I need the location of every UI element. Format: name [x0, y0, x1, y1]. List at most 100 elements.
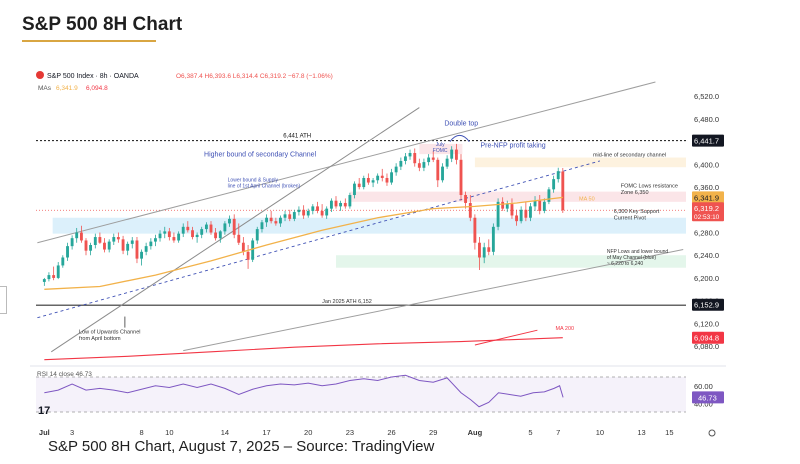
time-tick-label: 15 [665, 428, 673, 437]
price-zones [52, 143, 686, 268]
candle [487, 239, 491, 256]
candle [130, 237, 134, 249]
time-tick-label: 23 [346, 428, 354, 437]
candle [542, 198, 546, 214]
candle [371, 177, 375, 188]
candle [269, 210, 273, 224]
title-underline [22, 40, 156, 42]
candle [144, 242, 148, 256]
price-tick-label: 6,240.0 [694, 251, 719, 260]
nfp-lows-zone-green [336, 255, 686, 268]
double-top-arc [449, 134, 470, 142]
candle [357, 177, 361, 190]
fomc-zone-label: FOMC Lows resistance Zone 6,350 [621, 184, 678, 197]
candle [292, 209, 296, 222]
candle [320, 204, 324, 218]
candle [519, 206, 523, 224]
candle [366, 173, 370, 185]
candle [209, 221, 213, 235]
price-axis[interactable]: 6,080.06,120.06,160.06,200.06,240.06,280… [692, 92, 724, 351]
low-channel-label: Low of Upwards Channel from April bottom [79, 330, 140, 343]
candle [274, 217, 278, 226]
july-fomc-zone [419, 143, 463, 155]
price-tick-label: 6,520.0 [694, 92, 719, 101]
candle [204, 222, 208, 233]
candle [376, 173, 380, 184]
candle [329, 198, 333, 213]
time-tick-label: 20 [304, 428, 312, 437]
candle [408, 149, 412, 160]
candle [399, 157, 403, 171]
ma200-label: MA 200 [555, 326, 574, 332]
candle [126, 241, 130, 256]
candle [228, 215, 231, 227]
ma200-price-tag-text: 6,094.8 [694, 334, 719, 343]
candle [181, 223, 185, 238]
candle [552, 175, 556, 193]
candle [380, 168, 384, 182]
candle [496, 198, 500, 231]
ma200-line [44, 337, 563, 361]
annotations: 6,441 ATH Double top Pre-NFP profit taking… [79, 121, 678, 342]
settings-gear-icon[interactable] [708, 429, 716, 437]
candle [103, 238, 106, 253]
midline-label: mid-line of secondary channel [593, 152, 666, 158]
rsi-tick-label: 60.00 [694, 382, 713, 391]
resistance-zone-orange [474, 157, 686, 168]
candle [417, 158, 421, 172]
jan-ath-price-tag-text: 6,152.9 [694, 301, 719, 310]
pre-nfp-label: Pre-NFP profit taking [480, 142, 545, 149]
candle [98, 232, 102, 244]
candle [232, 214, 236, 239]
candles [42, 143, 565, 286]
price-tick-label: 6,400.0 [694, 160, 719, 169]
jan-ath-price-tag: 6,152.9 [692, 298, 724, 311]
higher-bound-label: Higher bound of secondary Channel [204, 151, 317, 158]
candle [154, 234, 157, 247]
ma50-label: MA 50 [579, 197, 595, 203]
candle [251, 238, 255, 263]
double-top-label: Double top [444, 121, 478, 128]
ma50-line [44, 196, 563, 290]
moving-averages [44, 196, 563, 361]
candle [158, 230, 162, 242]
time-tick-label: 10 [596, 428, 604, 437]
price-tick-label: 6,480.0 [694, 115, 719, 124]
last-price-tag: 6,319.202:53:10 [692, 202, 724, 222]
side-panel-tab[interactable] [0, 286, 7, 314]
secondary-channel-midline [37, 160, 601, 319]
candle [47, 272, 51, 282]
candle [482, 242, 486, 264]
candle [112, 233, 116, 246]
candle [107, 239, 111, 253]
ath-price-tag-text: 6,441.7 [694, 137, 719, 146]
candle [255, 226, 259, 244]
candle [362, 175, 366, 190]
candle [195, 232, 199, 243]
time-tick-label: 26 [387, 428, 395, 437]
candle [283, 210, 287, 222]
candle [93, 233, 97, 249]
trend-lines [36, 81, 686, 353]
candle [464, 191, 468, 209]
candle [149, 238, 153, 250]
candle [42, 277, 46, 286]
candle [121, 235, 125, 255]
ma200-price-tag: 6,094.8 [692, 331, 724, 344]
candle [265, 214, 268, 227]
time-tick-label: 13 [637, 428, 645, 437]
candle [524, 201, 528, 222]
jan-ath-label: Jan 2025 ATH 6,152 [322, 299, 372, 305]
candle [61, 255, 65, 268]
candle [556, 167, 560, 183]
candle [468, 195, 472, 222]
candle [529, 202, 532, 222]
time-axis[interactable]: Jul 3 8 10 14 17 20 23 26 29 Aug 5 7 10 13 15 [39, 428, 716, 437]
instrument-icon [36, 71, 44, 79]
price-chart[interactable]: 6,441 ATH Double top Pre-NFP profit taking… [30, 62, 726, 442]
candle [505, 200, 509, 213]
candle [515, 209, 518, 226]
key-support-label: 6,300 Key Support Current Pivot [614, 209, 660, 222]
candle [454, 143, 458, 165]
